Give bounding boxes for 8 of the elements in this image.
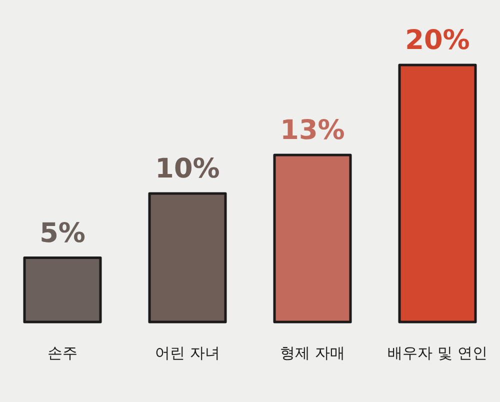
data-label: 5%	[40, 218, 86, 249]
x-tick-label: 어린 자녀	[155, 344, 220, 362]
data-label: 10%	[155, 154, 220, 184]
x-tick-label: 형제 자매	[280, 344, 345, 362]
data-label: 13%	[280, 114, 345, 146]
x-tick-label: 배우자 및 연인	[388, 344, 488, 362]
data-label: 20%	[405, 25, 470, 56]
x-tick-label: 손주	[48, 344, 78, 362]
